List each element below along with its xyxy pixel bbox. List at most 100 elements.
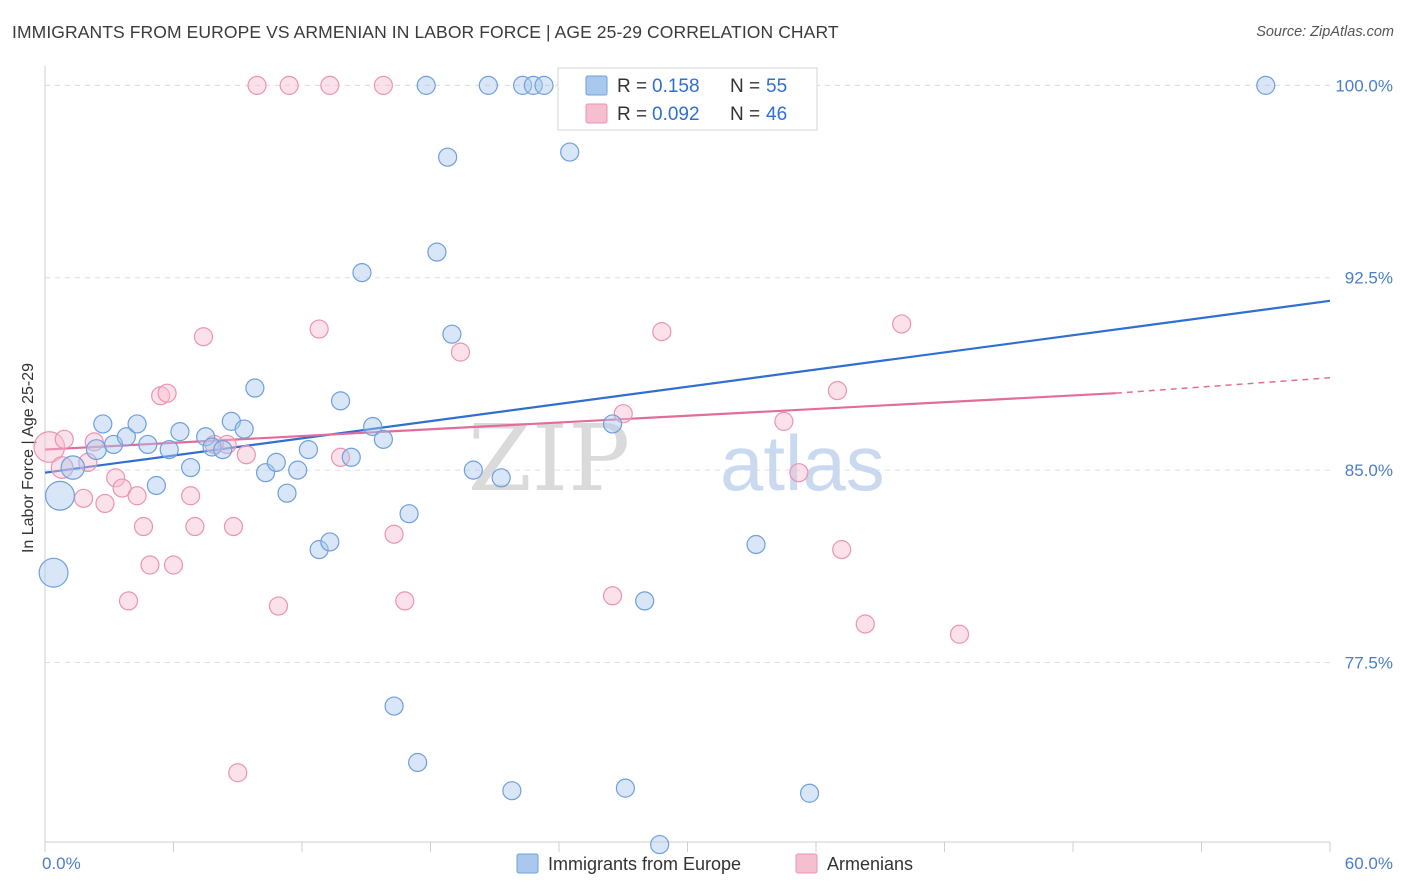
- y-axis-title: In Labor Force | Age 25-29: [20, 363, 37, 553]
- europe-point-13: [196, 427, 216, 447]
- armenian-point-29: [384, 524, 404, 544]
- europe-point-38: [463, 460, 483, 480]
- europe-point-28: [352, 263, 372, 283]
- y-tick-label-1: 92.5%: [1345, 269, 1393, 288]
- series-legend: Immigrants from Europe Armenians: [516, 853, 913, 874]
- chart-title: IMMIGRANTS FROM EUROPE VS ARMENIAN IN LA…: [12, 22, 839, 42]
- legend-n-label-pink: N =: [730, 104, 760, 125]
- armenian-point-0: [33, 431, 66, 463]
- europe-point-41: [502, 781, 522, 801]
- europe-point-10: [159, 439, 179, 460]
- legend-r-label-pink: R =: [617, 104, 647, 125]
- armenian-point-32: [602, 586, 623, 606]
- x-tick-label-1: 60.0%: [1345, 854, 1393, 873]
- armenians-points: [33, 75, 970, 783]
- armenian-point-36: [789, 463, 809, 483]
- armenian-point-31: [450, 342, 471, 362]
- chart-source: Source: ZipAtlas.com: [1256, 24, 1394, 40]
- europe-point-42: [512, 75, 533, 95]
- europe-point-24: [309, 540, 329, 560]
- europe-point-30: [373, 429, 393, 449]
- europe-point-37: [442, 324, 462, 344]
- armenian-point-14: [163, 555, 184, 575]
- series-legend-swatch-blue: [516, 853, 539, 874]
- armenian-point-16: [185, 516, 205, 537]
- armenian-point-39: [855, 614, 875, 634]
- europe-point-40: [491, 468, 511, 488]
- europe-point-12: [181, 457, 201, 478]
- armenian-point-41: [949, 624, 970, 644]
- armenian-point-10: [133, 516, 154, 537]
- europe-point-21: [277, 483, 297, 503]
- legend-swatch-pink: [585, 103, 608, 124]
- series-legend-label-pink: Armenians: [827, 854, 913, 874]
- europe-point-26: [330, 391, 351, 411]
- armenian-point-20: [228, 763, 248, 783]
- legend-r-value-blue: 0.158: [652, 76, 700, 97]
- europe-point-47: [615, 778, 635, 798]
- armenian-point-34: [652, 322, 672, 342]
- europe-point-25: [320, 532, 340, 552]
- armenian-point-38: [832, 540, 852, 560]
- europe-point-27: [341, 447, 361, 467]
- y-tick-label-2: 85.0%: [1345, 461, 1393, 480]
- armenian-point-3: [73, 488, 94, 508]
- europe-point-51: [746, 534, 766, 555]
- y-tick-label-3: 77.5%: [1345, 653, 1393, 672]
- europe-point-43: [523, 75, 543, 95]
- europe-point-4: [93, 414, 113, 434]
- armenian-trend-line-extension: [1115, 377, 1331, 394]
- y-tick-label-0: 100.0%: [1335, 76, 1393, 95]
- europe-point-17: [234, 419, 254, 439]
- armenian-point-25: [309, 319, 329, 339]
- europe-point-3: [85, 439, 107, 461]
- europe-trend-line: [44, 299, 1331, 474]
- europe-point-53: [1256, 75, 1276, 95]
- armenian-point-23: [268, 596, 289, 616]
- europe-point-29: [363, 416, 383, 437]
- europe-point-32: [399, 504, 419, 524]
- armenian-point-26: [320, 75, 340, 95]
- europe-point-1: [44, 480, 75, 511]
- europe-point-7: [127, 414, 147, 434]
- armenian-point-7: [112, 478, 132, 498]
- watermark-atlas: atlas: [720, 419, 885, 507]
- europe-point-46: [602, 414, 623, 434]
- europe-point-45: [560, 142, 580, 162]
- armenian-point-13: [157, 383, 177, 403]
- europe-point-49: [650, 834, 670, 855]
- armenian-point-40: [892, 314, 912, 334]
- europe-point-6: [116, 427, 136, 447]
- europe-point-52: [799, 783, 820, 803]
- europe-point-23: [298, 439, 319, 460]
- europe-point-44: [534, 75, 554, 95]
- trend-lines: [44, 299, 1331, 474]
- legend-r-label-blue: R =: [617, 76, 647, 97]
- armenian-point-35: [774, 411, 794, 431]
- legend-n-value-pink: 46: [766, 104, 787, 125]
- europe-point-9: [146, 475, 166, 496]
- europe-point-20: [266, 452, 286, 473]
- x-tick-label-0: 0.0%: [42, 854, 81, 873]
- europe-point-18: [245, 378, 265, 398]
- europe-point-22: [288, 460, 308, 480]
- armenian-point-15: [181, 486, 201, 506]
- europe-point-0: [38, 557, 69, 588]
- armenian-point-6: [106, 468, 126, 488]
- armenian-point-17: [193, 327, 214, 347]
- gridlines: [45, 84, 1330, 663]
- armenian-point-22: [247, 75, 267, 95]
- armenian-point-11: [140, 555, 160, 575]
- armenian-point-30: [395, 591, 415, 611]
- armenian-point-8: [118, 591, 139, 611]
- armenian-point-9: [127, 486, 147, 506]
- armenian-point-28: [373, 75, 393, 95]
- legend-r-value-pink: 0.092: [652, 104, 700, 125]
- europe-point-35: [427, 242, 447, 262]
- armenian-point-27: [330, 447, 351, 467]
- europe-point-11: [170, 422, 190, 442]
- series-legend-swatch-pink: [795, 853, 818, 874]
- legend-n-label-blue: N =: [730, 76, 760, 97]
- armenian-point-1: [50, 456, 74, 479]
